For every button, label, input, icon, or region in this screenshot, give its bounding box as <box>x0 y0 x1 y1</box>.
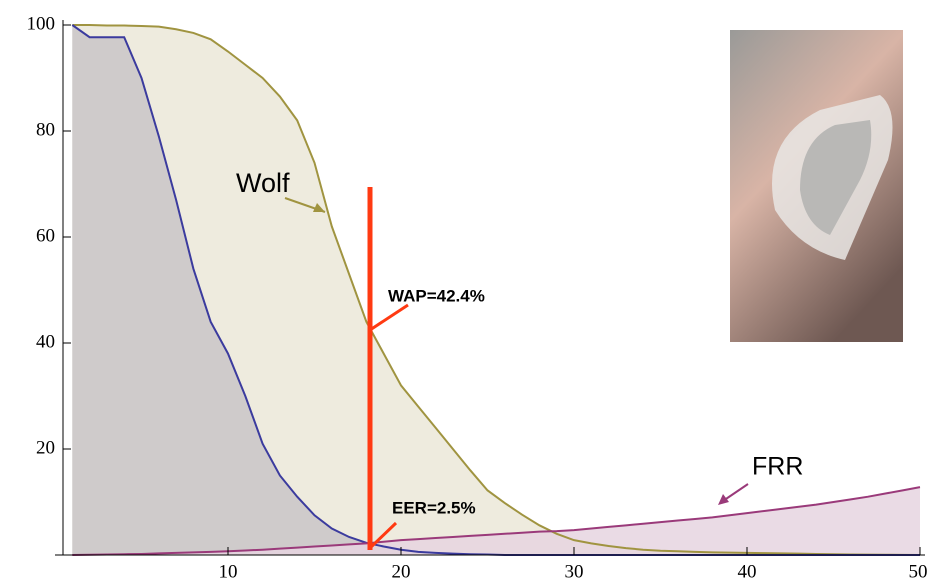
y-tick-label: 40 <box>36 331 55 352</box>
y-tick-label: 80 <box>36 119 55 140</box>
x-tick-label: 30 <box>565 561 584 582</box>
wolf-label: Wolf <box>236 168 290 198</box>
y-tick-label: 60 <box>36 225 55 246</box>
finger-photo <box>730 30 903 342</box>
wap-pointer <box>370 305 408 330</box>
x-tick-label: 20 <box>392 561 411 582</box>
eer-label: EER=2.5% <box>392 498 476 517</box>
y-tick-label: 100 <box>27 13 56 34</box>
frr-label: FRR <box>752 453 803 481</box>
wap-label: WAP=42.4% <box>388 286 485 305</box>
frr-arrowhead <box>718 494 729 505</box>
x-tick-label: 10 <box>219 561 238 582</box>
chart: Wolf FRR WAP=42.4% EER=2.5% 20 40 60 80 100 1… <box>0 0 938 585</box>
x-tick-label: 50 <box>909 561 928 582</box>
y-tick-label: 20 <box>36 437 55 458</box>
x-tick-label: 40 <box>738 561 757 582</box>
